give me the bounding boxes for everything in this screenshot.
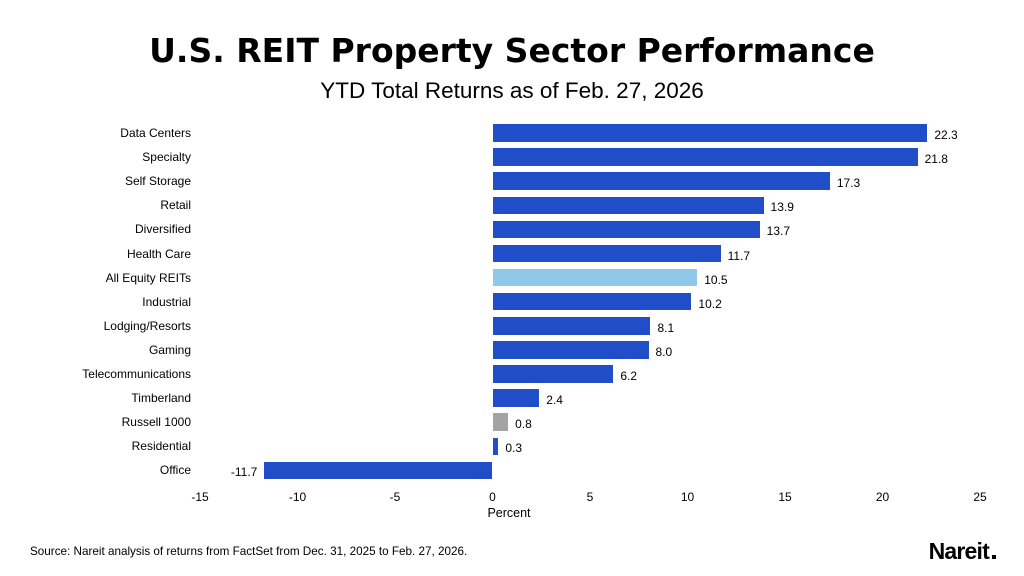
bar-row: Retail 13.9 xyxy=(0,193,1024,217)
value-label: 2.4 xyxy=(546,393,563,408)
value-label: 22.3 xyxy=(934,128,958,143)
bar-row: All Equity REITs 10.5 xyxy=(0,266,1024,290)
category-label: Russell 1000 xyxy=(121,415,191,430)
bar-row: Office -11.7 xyxy=(0,458,1024,482)
value-label: 8.1 xyxy=(657,320,675,335)
value-label: 0.3 xyxy=(505,441,523,456)
bar-row: Data Centers 22.3 xyxy=(0,121,1024,145)
value-label: 13.7 xyxy=(766,224,790,239)
bar-row: Timberland 2.4 xyxy=(0,386,1024,410)
bar-data-centers xyxy=(492,124,928,142)
bar-retail xyxy=(492,196,764,215)
value-label: -11.7 xyxy=(230,465,258,480)
bar-diversified xyxy=(492,220,760,239)
value-label: 17.3 xyxy=(836,176,861,191)
x-tick-label: 0 xyxy=(489,490,496,504)
bar-timberland xyxy=(492,389,540,407)
bar-row: Lodging/Resorts 8.1 xyxy=(0,314,1024,338)
chart-title: U.S. REIT Property Sector Performance xyxy=(149,31,875,70)
value-label: 13.9 xyxy=(770,200,794,215)
category-label: Data Centers xyxy=(120,126,191,141)
category-label: Gaming xyxy=(148,342,191,357)
value-label: 10.2 xyxy=(698,296,722,311)
x-tick-label: 10 xyxy=(680,490,695,504)
category-label: Residential xyxy=(131,439,191,454)
category-label: Lodging/Resorts xyxy=(103,318,191,333)
category-label: Health Care xyxy=(126,246,191,261)
bar-row: Diversified 13.7 xyxy=(0,217,1024,241)
value-label: 11.7 xyxy=(727,248,751,263)
value-label: 10.5 xyxy=(704,272,728,287)
bar-row: Gaming 8.0 xyxy=(0,338,1024,362)
bar-lodging-resorts xyxy=(492,317,651,335)
category-label: Retail xyxy=(160,198,191,213)
bar-row: Health Care 11.7 xyxy=(0,241,1024,265)
nareit-logo: Nareit xyxy=(929,538,996,565)
value-label: 21.8 xyxy=(924,152,948,167)
x-tick-label: -15 xyxy=(191,490,209,504)
nareit-logo-dot-icon xyxy=(991,554,996,559)
category-label: Specialty xyxy=(142,150,191,165)
category-label: Diversified xyxy=(134,222,191,237)
x-tick-label: 20 xyxy=(875,490,890,504)
nareit-logo-text: Nareit xyxy=(928,538,990,564)
bar-gaming xyxy=(492,341,649,359)
bar-office xyxy=(264,461,493,480)
value-label: 0.8 xyxy=(515,417,532,432)
value-label: 8.0 xyxy=(655,344,673,359)
bar-row: Residential 0.3 xyxy=(0,434,1024,458)
x-tick-label: 15 xyxy=(778,490,792,504)
bar-russell-1000 xyxy=(492,413,509,431)
bar-industrial xyxy=(492,292,692,311)
x-tick-label: -5 xyxy=(389,490,401,504)
bar-row: Specialty 21.8 xyxy=(0,145,1024,169)
bar-specialty xyxy=(492,148,918,166)
category-label: Telecommunications xyxy=(82,366,191,381)
bar-row: Industrial 10.2 xyxy=(0,290,1024,314)
bar-telecommunications xyxy=(492,365,614,383)
chart-subtitle: YTD Total Returns as of Feb. 27, 2026 xyxy=(320,78,704,103)
category-label: Self Storage xyxy=(124,174,191,189)
bar-all-equity-reits xyxy=(492,268,698,287)
x-axis: -15 -10 -5 0 5 10 15 20 25 xyxy=(0,490,1024,506)
category-label: All Equity REITs xyxy=(105,270,191,285)
bar-residential xyxy=(492,437,499,456)
x-tick-label: 5 xyxy=(586,490,594,504)
bar-health-care xyxy=(492,244,721,263)
x-axis-label: Percent xyxy=(487,506,531,520)
category-label: Office xyxy=(159,463,191,478)
x-tick-label: -10 xyxy=(288,490,307,504)
source-note: Source: Nareit analysis of returns from … xyxy=(30,545,468,558)
category-label: Industrial xyxy=(142,294,191,309)
bar-row: Self Storage 17.3 xyxy=(0,169,1024,193)
bar-chart-plot-area: Data Centers 22.3 Specialty 21.8 Self Storag… xyxy=(0,121,1024,482)
x-tick-label: 25 xyxy=(973,490,987,504)
bar-row: Telecommunications 6.2 xyxy=(0,362,1024,386)
bar-self-storage xyxy=(492,172,830,190)
value-label: 6.2 xyxy=(620,368,638,383)
category-label: Timberland xyxy=(131,391,191,406)
bar-row: Russell 1000 0.8 xyxy=(0,410,1024,434)
